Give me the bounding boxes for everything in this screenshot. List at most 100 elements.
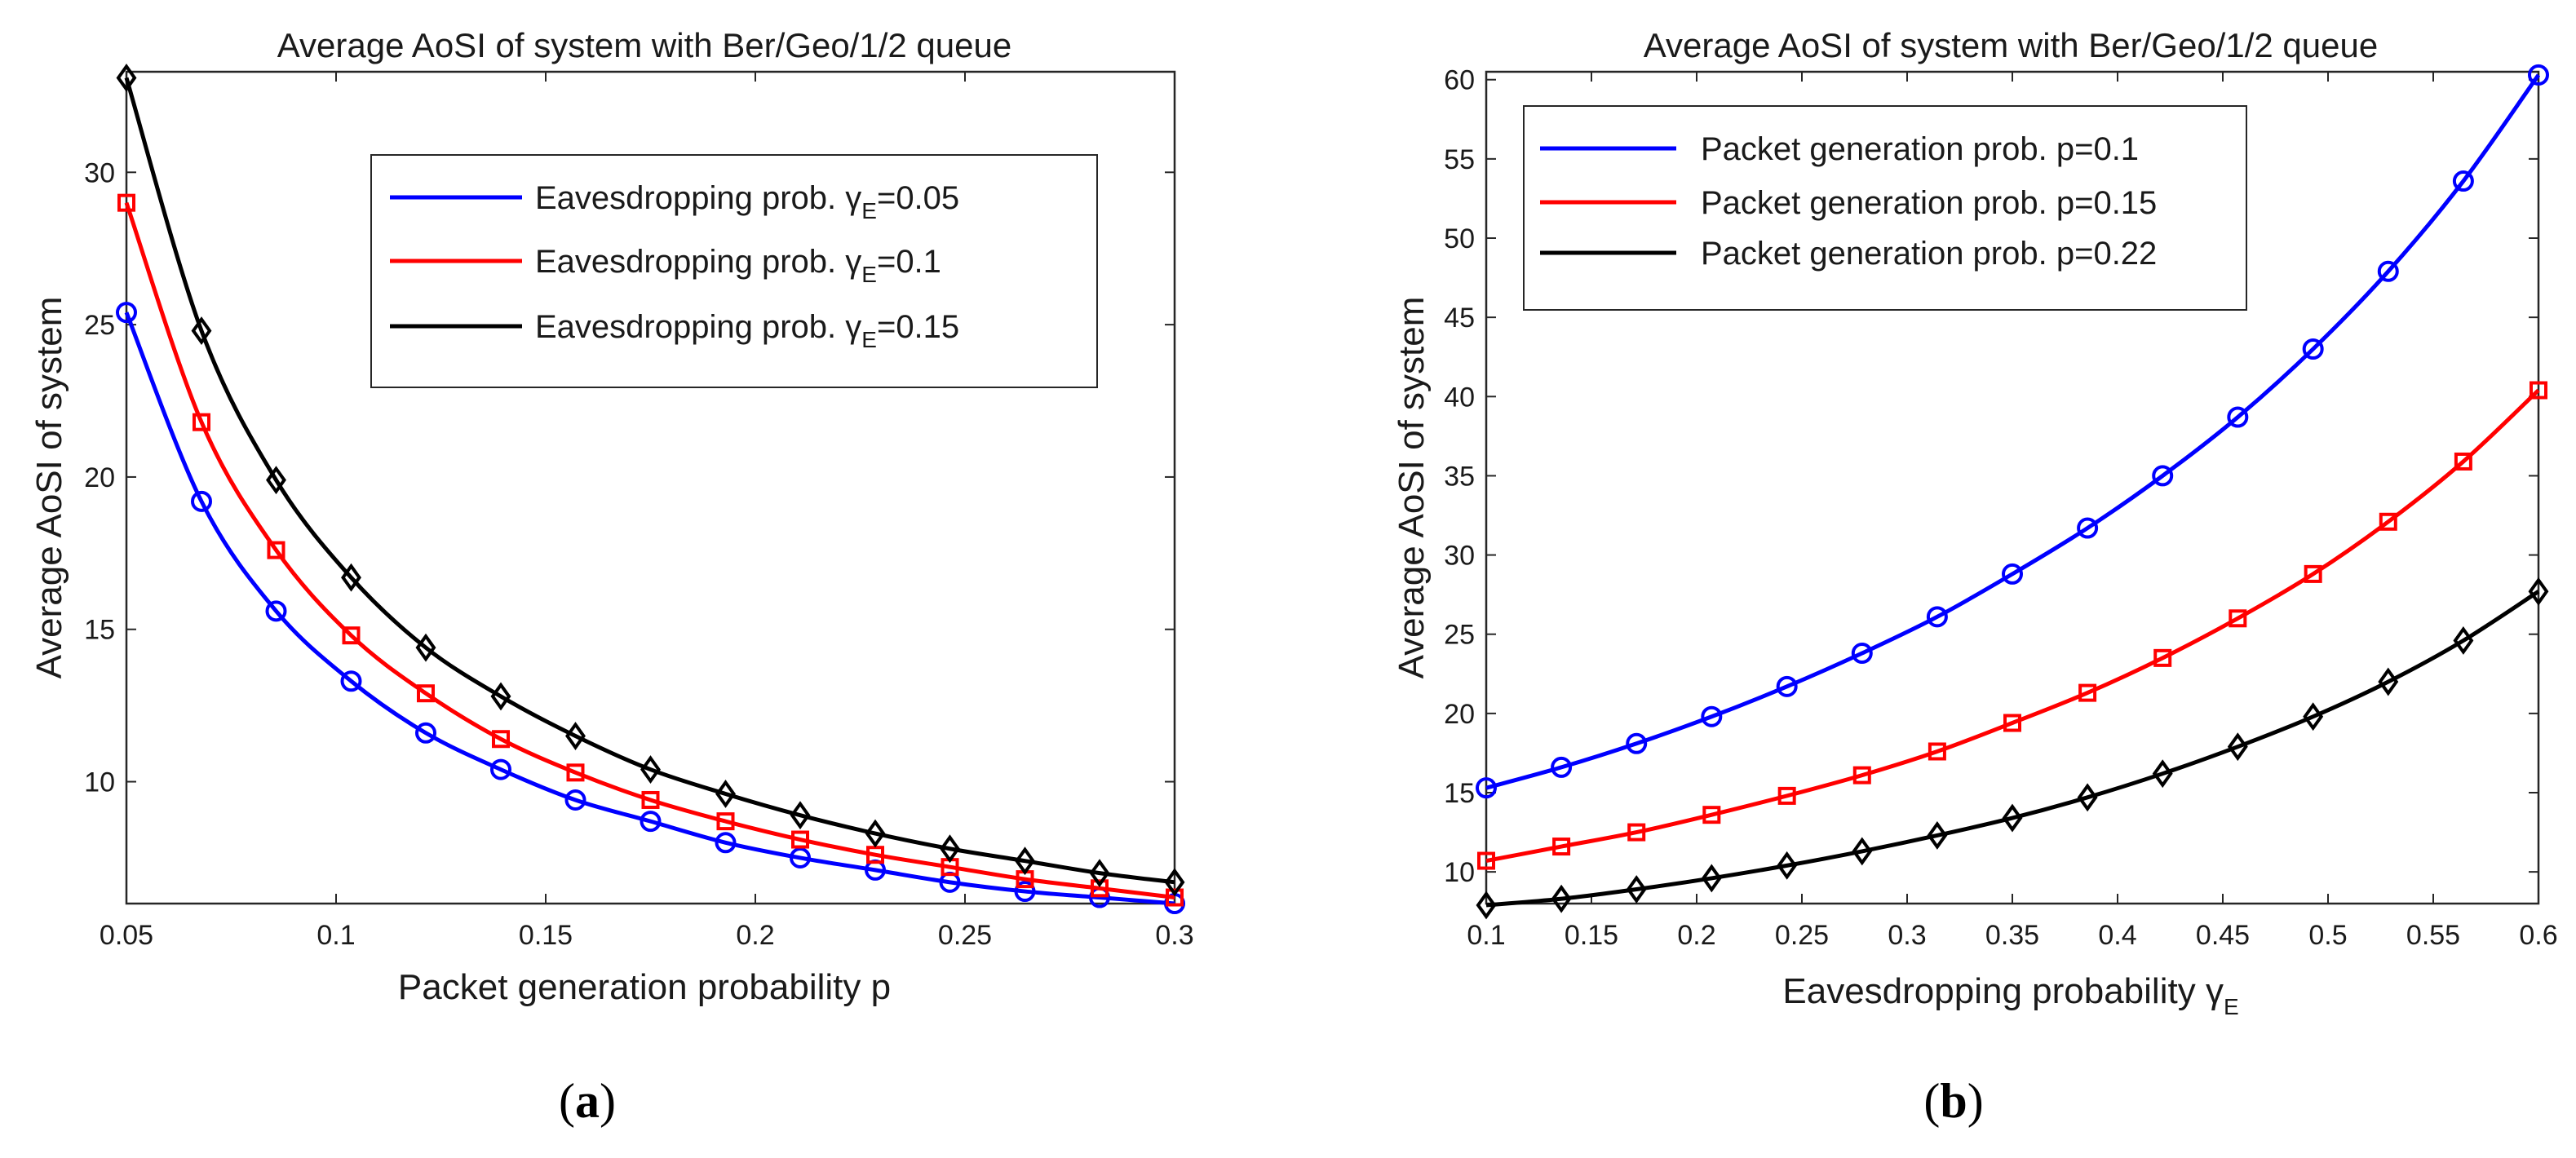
chart-b-data-point	[1626, 875, 1647, 904]
chart-b-data-point	[1852, 837, 1873, 866]
chart-a-data-point	[566, 763, 585, 782]
chart-a-series-line	[124, 201, 1175, 900]
chart-b-legend-entry: Packet generation prob. p=0.22	[1540, 236, 2157, 272]
chart-b-ytick-label: 45	[1444, 303, 1475, 334]
chart-a-data-point	[116, 64, 137, 92]
chart-a-data-point	[715, 832, 737, 854]
chart-a-ytick-label: 15	[84, 615, 115, 646]
chart-b-data-point	[2453, 626, 2474, 655]
chart-b-xlabel: Eavesdropping probability γE	[1782, 971, 2238, 1019]
chart-b-data-point	[2530, 381, 2547, 400]
chart-a-data-point	[492, 730, 511, 749]
chart-a-data-point	[340, 670, 362, 692]
chart-a-series-1	[117, 193, 1184, 907]
chart-b-data-point	[2452, 170, 2474, 192]
chart-b-data-point	[2454, 452, 2472, 471]
chart-a-data-point	[1090, 879, 1109, 898]
chart-a-data-point	[416, 684, 435, 703]
chart-b-xtick-label: 0.6	[2519, 920, 2557, 951]
chart-a-xtick-label: 0.25	[938, 920, 992, 951]
chart-b-data-point	[1552, 838, 1571, 856]
chart-b-panel-label: (b)	[1923, 1074, 1983, 1128]
chart-b-data-point	[1777, 851, 1798, 880]
chart-a-ytick-label: 20	[84, 462, 115, 493]
chart-b-series-line	[1485, 73, 2541, 790]
chart-a-data-point	[790, 801, 811, 830]
chart-b-data-point	[2302, 338, 2324, 360]
chart-b-ytick-label: 30	[1444, 541, 1475, 572]
chart-b-data-point	[2377, 260, 2399, 282]
chart-b-data-point	[1551, 756, 1573, 778]
chart-b-series-1	[1477, 381, 2547, 870]
chart-b-series	[1476, 64, 2549, 920]
chart-b-data-point	[2077, 517, 2099, 539]
chart-a-data-point	[414, 722, 436, 744]
chart-a-ylabel: Average AoSI of system	[29, 297, 69, 679]
chart-b-data-point	[1551, 884, 1572, 913]
chart-a-xtick-label: 0.3	[1155, 920, 1193, 951]
chart-b-ytick-label: 20	[1444, 699, 1475, 730]
chart-b-data-point	[1701, 864, 1722, 893]
chart-b-data-point	[1928, 742, 1946, 761]
chart-a-ytick-label: 30	[84, 157, 115, 188]
chart-b-data-point	[2152, 465, 2174, 487]
chart-a-legend-label: Eavesdropping prob. γE=0.1	[535, 244, 941, 287]
chart-b-data-point	[2229, 609, 2247, 628]
chart-a-ticks: 0.05 0.1 0.15 0.2 0.25 0.3 10 15 20 25 30	[84, 72, 1194, 951]
chart-a-series-line	[124, 77, 1175, 885]
chart-a-data-point	[789, 846, 811, 868]
chart-a-legend-entry: Eavesdropping prob. γE=0.15	[390, 309, 959, 352]
chart-a-data-point	[191, 490, 213, 512]
chart-a-xlabel: Packet generation probability p	[398, 967, 891, 1007]
chart-b-legend-label: Packet generation prob. p=0.1	[1701, 131, 2139, 167]
chart-b-legend-label: Packet generation prob. p=0.22	[1701, 236, 2157, 272]
chart-a-data-point	[1015, 846, 1035, 876]
chart-b-data-point	[2002, 563, 2023, 585]
chart-b-data-point	[1701, 705, 1723, 727]
chart-a-data-point	[640, 811, 662, 833]
chart-b-data-point	[1927, 821, 1948, 850]
chart-b-series-0	[1476, 64, 2549, 799]
chart-b-data-point	[2003, 714, 2021, 732]
chart-b-ytick-label: 50	[1444, 223, 1475, 254]
chart-b-legend-box	[1523, 105, 2247, 311]
chart-b-data-point	[1476, 891, 1497, 920]
chart-a-xtick-label: 0.15	[519, 920, 573, 951]
chart-a-legend-label: Eavesdropping prob. γE=0.05	[535, 180, 959, 223]
chart-a-data-point	[1089, 859, 1110, 888]
chart-b-data-point	[2304, 564, 2322, 583]
chart-b-data-point	[2077, 783, 2098, 812]
chart-a-ytick-label: 10	[84, 767, 115, 798]
chart-a-ytick-label: 25	[84, 310, 115, 341]
chart-b-data-point	[1627, 823, 1646, 842]
chart-a-data-point	[1164, 868, 1185, 897]
chart-b-ylabel: Average AoSI of system	[1392, 297, 1432, 679]
chart-a-data-point	[640, 755, 661, 785]
chart-b-title: Average AoSI of system with Ber/Geo/1/2 …	[1644, 26, 2378, 64]
chart-b-xtick-label: 0.55	[2406, 920, 2460, 951]
chart-b-xtick-label: 0.2	[1677, 920, 1715, 951]
chart-a-data-point	[191, 316, 212, 346]
chart-b-series-line	[1485, 590, 2540, 908]
chart-a-xtick-label: 0.2	[736, 920, 774, 951]
chart-a-legend-entry: Eavesdropping prob. γE=0.05	[390, 180, 959, 223]
chart-b-xtick-label: 0.25	[1775, 920, 1829, 951]
chart-a-legend-entry: Eavesdropping prob. γE=0.1	[390, 244, 941, 287]
chart-a-data-point	[490, 682, 511, 711]
chart-a-xtick-label: 0.1	[316, 920, 355, 951]
chart-a-data-point	[716, 812, 735, 831]
chart-b-data-point	[2528, 64, 2549, 86]
chart-a-data-point	[1014, 881, 1036, 903]
chart-a-series	[116, 64, 1185, 914]
chart-a-series-2	[116, 64, 1185, 897]
chart-a-data-point	[865, 819, 886, 848]
chart-a-title: Average AoSI of system with Ber/Geo/1/2 …	[277, 26, 1011, 64]
chart-b-data-point	[2303, 702, 2324, 731]
chart-a-data-point	[564, 789, 586, 811]
chart-a-legend: Eavesdropping prob. γE=0.05 Eavesdroppin…	[370, 154, 1098, 388]
chart-b-legend: Packet generation prob. p=0.1 Packet gen…	[1523, 105, 2247, 311]
chart-a-data-point	[193, 413, 211, 431]
chart-b: Average AoSI of system with Ber/Geo/1/2 …	[1392, 26, 2558, 1128]
chart-b-data-point	[1476, 777, 1497, 799]
